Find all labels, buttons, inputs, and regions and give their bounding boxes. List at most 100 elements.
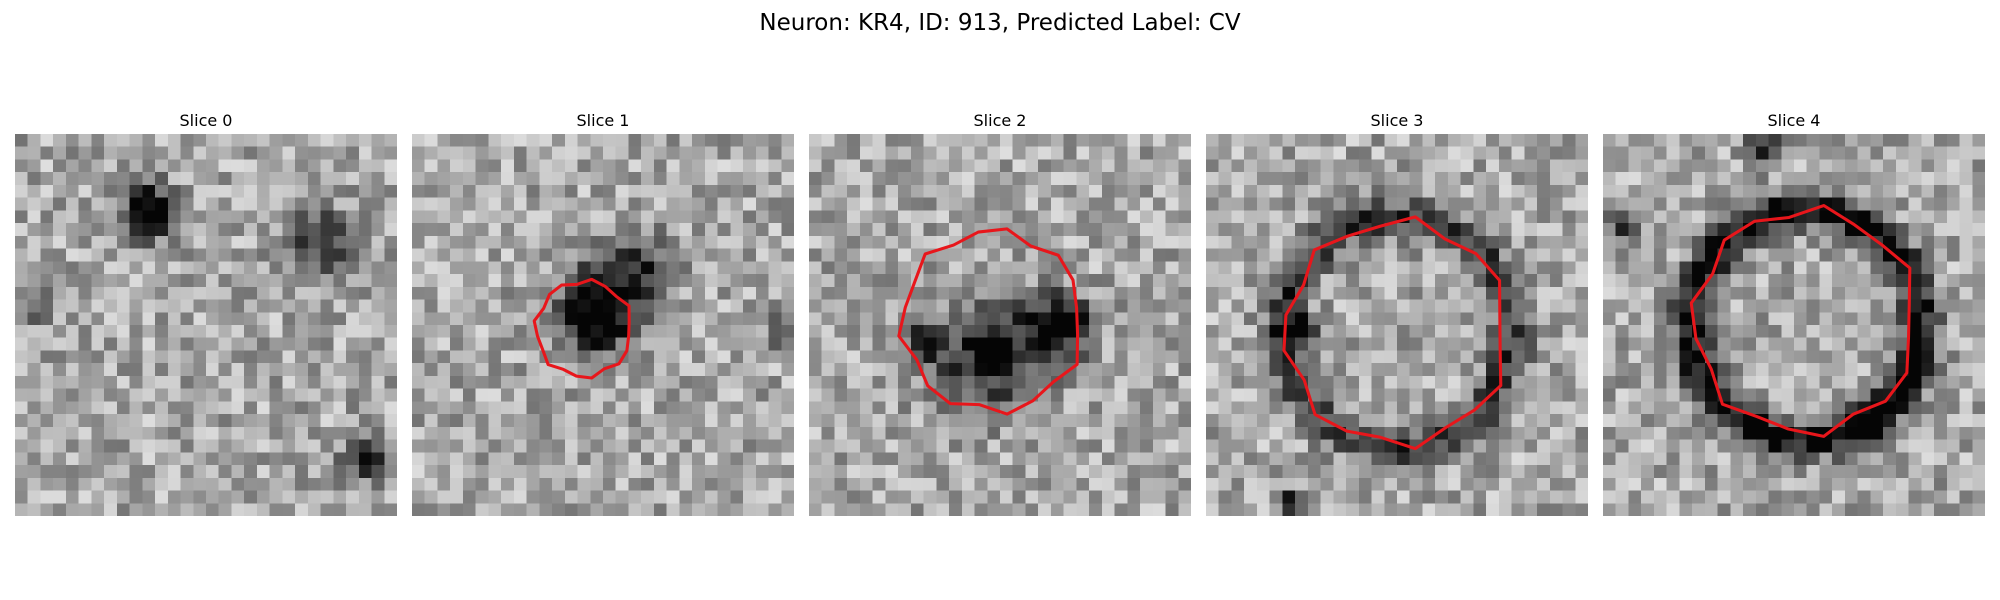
pixel-cell (768, 134, 782, 147)
pixel-cell (78, 146, 92, 160)
pixel-cell (1038, 477, 1052, 491)
pixel-cell (15, 172, 28, 186)
pixel-cell (679, 414, 693, 428)
pixel-cell (590, 146, 604, 160)
pixel-cell (1307, 146, 1321, 160)
pixel-cell (15, 146, 28, 160)
pixel-cell (1206, 184, 1219, 198)
pixel-cell (462, 401, 476, 415)
pixel-cell (1231, 299, 1245, 313)
pixel-cell (1857, 134, 1871, 147)
pixel-cell (333, 414, 347, 428)
pixel-cell (256, 299, 270, 313)
pixel-cell (653, 274, 667, 287)
pixel-cell (1730, 274, 1744, 287)
pixel-cell (384, 274, 397, 287)
pixel-cell (1717, 312, 1731, 326)
pixel-cell (295, 134, 309, 147)
pixel-cell (155, 146, 168, 160)
pixel-cell (679, 248, 693, 262)
pixel-cell (206, 375, 219, 389)
pixel-cell (577, 452, 591, 466)
pixel-cell (295, 388, 309, 402)
pixel-cell (961, 312, 975, 326)
pixel-cell (1333, 248, 1347, 262)
pixel-cell (1447, 350, 1461, 364)
pixel-cell (167, 503, 181, 516)
pixel-cell (539, 325, 553, 338)
pixel-cell (513, 172, 527, 186)
pixel-cell (333, 465, 347, 478)
pixel-cell (358, 146, 372, 160)
pixel-cell (1743, 286, 1756, 300)
pixel-cell (1422, 363, 1436, 377)
pixel-cell (412, 223, 425, 237)
pixel-cell (1692, 223, 1706, 237)
pixel-cell (1908, 465, 1922, 478)
pixel-cell (1498, 210, 1512, 224)
pixel-cell (282, 337, 296, 351)
pixel-cell (1397, 261, 1410, 275)
pixel-cell (809, 261, 822, 275)
pixel-cell (936, 452, 950, 466)
pixel-cell (384, 363, 397, 377)
pixel-cell (704, 325, 718, 338)
pixel-cell (1498, 134, 1512, 147)
pixel-cell (949, 477, 962, 491)
pixel-cell (1346, 439, 1359, 453)
pixel-cell (1140, 325, 1153, 338)
pixel-cell (1959, 465, 1973, 478)
pixel-cell (450, 426, 464, 440)
pixel-cell (1908, 197, 1922, 211)
pixel-cell (1000, 477, 1013, 491)
pixel-cell (1089, 184, 1103, 198)
pixel-cell (1409, 503, 1423, 516)
pixel-cell (552, 299, 565, 313)
pixel-cell (615, 197, 629, 211)
pixel-cell (730, 248, 744, 262)
pixel-cell (1768, 337, 1782, 351)
pixel-cell (40, 414, 54, 428)
pixel-cell (1063, 159, 1077, 173)
pixel-cell (282, 210, 296, 224)
pixel-cell (180, 401, 194, 415)
pixel-cell (1908, 439, 1922, 453)
pixel-cell (1743, 248, 1756, 262)
pixel-cell (1206, 375, 1219, 389)
pixel-cell (1806, 134, 1820, 147)
pixel-cell (961, 172, 975, 186)
pixel-cell (1371, 299, 1385, 313)
pixel-cell (821, 337, 835, 351)
pixel-cell (1025, 325, 1039, 338)
pixel-cell (1511, 248, 1525, 262)
pixel-cell (1165, 146, 1179, 160)
pixel-cell (653, 363, 667, 377)
pixel-cell (218, 248, 232, 262)
pixel-cell (1524, 477, 1538, 491)
pixel-cell (1794, 490, 1807, 504)
pixel-cell (1050, 503, 1064, 516)
pixel-cell (1384, 401, 1398, 415)
pixel-cell (1269, 477, 1283, 491)
pixel-cell (1692, 248, 1706, 262)
pixel-cell (320, 299, 334, 313)
pixel-cell (1832, 375, 1846, 389)
pixel-cell (1473, 223, 1487, 237)
pixel-cell (590, 401, 604, 415)
pixel-cell (1498, 337, 1512, 351)
pixel-cell (91, 477, 105, 491)
pixel-cell (1641, 146, 1655, 160)
pixel-cell (1768, 477, 1782, 491)
pixel-cell (193, 134, 207, 147)
pixel-cell (1768, 325, 1782, 338)
pixel-cell (1794, 146, 1807, 160)
pixel-cell (1089, 490, 1103, 504)
pixel-cell (704, 426, 718, 440)
pixel-cell (539, 477, 553, 491)
pixel-cell (384, 197, 397, 211)
pixel-cell (437, 465, 451, 478)
pixel-cell (1000, 375, 1013, 389)
pixel-cell (218, 146, 232, 160)
pixel-cell (1178, 184, 1191, 198)
pixel-cell (450, 388, 464, 402)
